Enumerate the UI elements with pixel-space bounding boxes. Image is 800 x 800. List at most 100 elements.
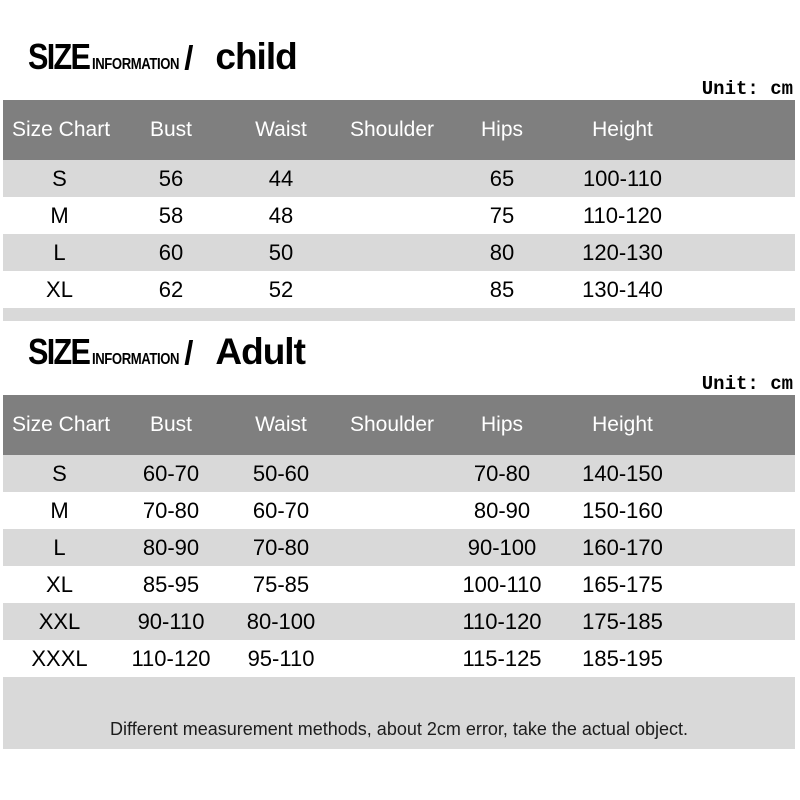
table-cell [336, 492, 448, 529]
header-cell: Bust [149, 118, 193, 141]
title-slash: / [184, 334, 194, 371]
table-cell [336, 603, 448, 640]
table-cell: 160-170 [582, 535, 663, 560]
child-size-table: Size Chart Bust Waist Shoulder Hips Height S 56… [3, 100, 795, 308]
table-row: XL 85-95 75-85 100-110 165-175 [3, 566, 795, 603]
table-cell: 56 [158, 166, 184, 191]
table-cell: 80-90 [473, 498, 531, 523]
table-cell [336, 271, 448, 308]
table-cell: 80 [489, 240, 515, 265]
table-cell [336, 197, 448, 234]
header-cell: Waist [255, 413, 307, 436]
table-cell: 110-120 [462, 609, 542, 634]
table-cell: 60-70 [252, 498, 310, 523]
table-cell: 85-95 [142, 572, 200, 597]
table-row: M 58 48 75 110-120 [3, 197, 795, 234]
table-header-row: Size Chart Bust Waist Shoulder Hips Height [3, 395, 795, 455]
table-cell: XXL [38, 609, 81, 634]
table-row: XXXL 110-120 95-110 115-125 185-195 [3, 640, 795, 677]
child-unit-label: Unit: cm [701, 78, 793, 100]
table-header-row: Size Chart Bust Waist Shoulder Hips Height [3, 100, 795, 160]
table-cell: 80-100 [246, 609, 316, 634]
table-cell: 50-60 [252, 461, 310, 486]
table-cell: 62 [158, 277, 184, 302]
child-group-label: child [215, 36, 297, 77]
table-cell [336, 160, 448, 197]
table-row: S 60-70 50-60 70-80 140-150 [3, 455, 795, 492]
table-row: L 60 50 80 120-130 [3, 234, 795, 271]
header-cell: Size Chart [12, 413, 111, 436]
table-cell [336, 566, 448, 603]
table-cell: 70-80 [473, 461, 531, 486]
adult-section-title: SIZE INFORMATION / Adult [28, 331, 800, 373]
table-cell: 52 [268, 277, 294, 302]
header-cell: Hips [480, 118, 523, 141]
table-cell: 44 [268, 166, 294, 191]
table-row: L 80-90 70-80 90-100 160-170 [3, 529, 795, 566]
table-cell [336, 455, 448, 492]
table-cell: S [52, 166, 67, 191]
table-row: M 70-80 60-70 80-90 150-160 [3, 492, 795, 529]
table-cell: 58 [158, 203, 184, 228]
table-cell: XL [46, 572, 73, 597]
table-cell: 90-100 [467, 535, 537, 560]
size-title-word: SIZE [28, 36, 91, 77]
table-cell: 48 [268, 203, 294, 228]
adult-size-table: Size Chart Bust Waist Shoulder Hips Height S 60… [3, 395, 795, 677]
information-title-word: INFORMATION [92, 56, 180, 73]
title-slash: / [184, 39, 194, 76]
table-cell: 100-110 [462, 572, 542, 597]
table-cell: 175-185 [582, 609, 663, 634]
table-cell: 60-70 [142, 461, 200, 486]
table-cell: 90-110 [137, 609, 205, 634]
header-cell: Bust [149, 413, 193, 436]
table-cell: 70-80 [252, 535, 310, 560]
table-cell: 50 [268, 240, 294, 265]
table-cell: 150-160 [582, 498, 663, 523]
table-cell: M [50, 498, 69, 523]
table-cell: 75-85 [252, 572, 310, 597]
size-title-word: SIZE [28, 331, 91, 372]
header-cell: Shoulder [349, 413, 435, 436]
header-cell: Height [592, 413, 653, 436]
table-cell: 165-175 [582, 572, 663, 597]
table-row: XXL 90-110 80-100 110-120 175-185 [3, 603, 795, 640]
table-cell: 140-150 [582, 461, 663, 486]
table-cell: 100-110 [582, 166, 663, 191]
information-title-word: INFORMATION [92, 351, 180, 368]
table-cell: S [52, 461, 67, 486]
table-cell: 60 [158, 240, 184, 265]
table-cell: XXXL [31, 646, 88, 671]
child-section-title: SIZE INFORMATION / child [28, 36, 800, 78]
adult-group-label: Adult [215, 331, 306, 372]
header-cell: Waist [255, 118, 307, 141]
table-cell: 65 [489, 166, 515, 191]
table-cell: 80-90 [142, 535, 200, 560]
table-cell: 75 [489, 203, 515, 228]
table-cell: 110-120 [582, 203, 663, 228]
table-row: S 56 44 65 100-110 [3, 160, 795, 197]
table-cell [336, 234, 448, 271]
table-cell [336, 640, 448, 677]
table-cell: 70-80 [142, 498, 200, 523]
header-cell: Size Chart [12, 118, 111, 141]
table-cell [336, 529, 448, 566]
table-cell: L [53, 240, 66, 265]
table-cell: L [53, 535, 66, 560]
child-table-bottom-strip [3, 308, 795, 321]
table-cell: 85 [489, 277, 515, 302]
header-cell: Shoulder [349, 118, 435, 141]
adult-unit-label: Unit: cm [701, 373, 793, 395]
table-cell: 120-130 [582, 240, 663, 265]
table-cell: XL [46, 277, 73, 302]
table-cell: 185-195 [582, 646, 663, 671]
table-cell: 95-110 [247, 646, 315, 671]
measurement-disclaimer: Different measurement methods, about 2cm… [3, 677, 795, 749]
table-row: XL 62 52 85 130-140 [3, 271, 795, 308]
header-cell: Hips [480, 413, 523, 436]
table-cell: 110-120 [131, 646, 211, 671]
table-cell: M [50, 203, 69, 228]
table-cell: 115-125 [462, 646, 542, 671]
header-cell: Height [592, 118, 653, 141]
